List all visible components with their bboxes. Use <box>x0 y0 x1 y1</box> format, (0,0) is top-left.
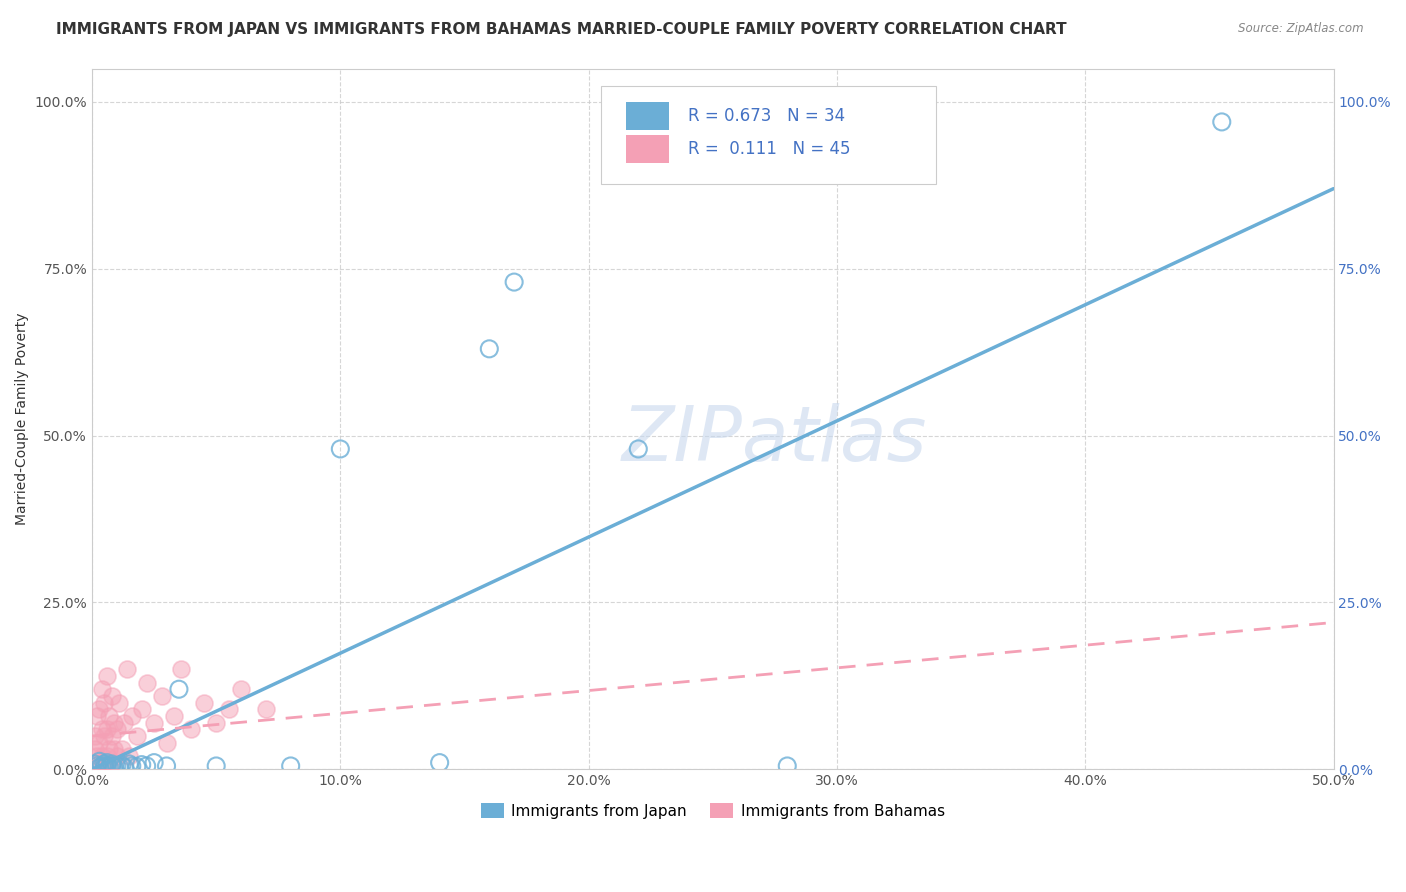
Point <box>776 759 799 773</box>
Point <box>143 715 166 730</box>
Point <box>627 442 650 456</box>
Point <box>93 756 115 771</box>
Point <box>155 759 177 773</box>
Point <box>96 723 118 737</box>
Point <box>89 736 111 750</box>
Point <box>143 756 166 770</box>
Point <box>91 723 114 737</box>
Point <box>89 754 111 768</box>
FancyBboxPatch shape <box>626 103 669 130</box>
Point <box>89 756 111 770</box>
Point <box>135 675 157 690</box>
FancyBboxPatch shape <box>600 86 936 184</box>
Text: IMMIGRANTS FROM JAPAN VS IMMIGRANTS FROM BAHAMAS MARRIED-COUPLE FAMILY POVERTY C: IMMIGRANTS FROM JAPAN VS IMMIGRANTS FROM… <box>56 22 1067 37</box>
Point <box>98 759 121 773</box>
Point <box>101 759 124 773</box>
Point <box>150 689 173 703</box>
Text: Source: ZipAtlas.com: Source: ZipAtlas.com <box>1239 22 1364 36</box>
Point <box>86 759 108 773</box>
Point <box>91 682 114 697</box>
Point <box>155 736 177 750</box>
Point <box>121 759 143 773</box>
Point <box>108 759 131 773</box>
Y-axis label: Married-Couple Family Poverty: Married-Couple Family Poverty <box>15 313 30 525</box>
Point <box>96 756 118 770</box>
Point <box>121 709 143 723</box>
Point <box>429 756 451 770</box>
Point <box>111 742 134 756</box>
Point <box>118 756 141 771</box>
Point <box>96 669 118 683</box>
Point <box>83 742 105 756</box>
Point <box>101 756 124 770</box>
Point <box>105 723 128 737</box>
Text: R =  0.111   N = 45: R = 0.111 N = 45 <box>688 140 851 158</box>
Point <box>280 759 302 773</box>
Point <box>89 702 111 716</box>
Point <box>86 709 108 723</box>
Point <box>478 342 501 356</box>
Point <box>91 748 114 763</box>
Point <box>96 748 118 763</box>
Point <box>103 760 125 774</box>
Point <box>193 696 215 710</box>
Point <box>103 742 125 756</box>
Point <box>205 715 228 730</box>
Point <box>101 689 124 703</box>
Point <box>91 759 114 773</box>
Point <box>101 729 124 743</box>
Point <box>103 715 125 730</box>
Point <box>125 759 148 773</box>
Point <box>96 758 118 772</box>
Point <box>229 682 252 697</box>
Point <box>105 748 128 763</box>
Point <box>108 696 131 710</box>
Point <box>180 723 202 737</box>
Point <box>131 702 153 716</box>
Point <box>98 742 121 756</box>
Point <box>105 759 128 773</box>
Point <box>89 760 111 774</box>
Point <box>112 760 135 774</box>
Point <box>115 662 138 676</box>
Point <box>83 756 105 771</box>
Legend: Immigrants from Japan, Immigrants from Bahamas: Immigrants from Japan, Immigrants from B… <box>475 797 950 825</box>
Point <box>93 696 115 710</box>
Point <box>170 662 193 676</box>
Point <box>101 756 124 771</box>
Point <box>93 756 115 770</box>
Point <box>329 442 352 456</box>
Text: R = 0.673   N = 34: R = 0.673 N = 34 <box>688 107 845 125</box>
Point <box>205 759 228 773</box>
Point <box>131 757 153 772</box>
FancyBboxPatch shape <box>626 135 669 163</box>
Point <box>118 748 141 763</box>
Point <box>254 702 277 716</box>
Point <box>86 748 108 763</box>
Point <box>135 759 157 773</box>
Point <box>93 760 115 774</box>
Point <box>125 729 148 743</box>
Point <box>163 709 186 723</box>
Point <box>111 758 134 772</box>
Text: ZIPatlas: ZIPatlas <box>623 403 928 477</box>
Point <box>98 709 121 723</box>
Point <box>93 729 115 743</box>
Point <box>1211 115 1233 129</box>
Point <box>167 682 190 697</box>
Point <box>218 702 240 716</box>
Point <box>112 715 135 730</box>
Point <box>503 275 526 289</box>
Point <box>83 729 105 743</box>
